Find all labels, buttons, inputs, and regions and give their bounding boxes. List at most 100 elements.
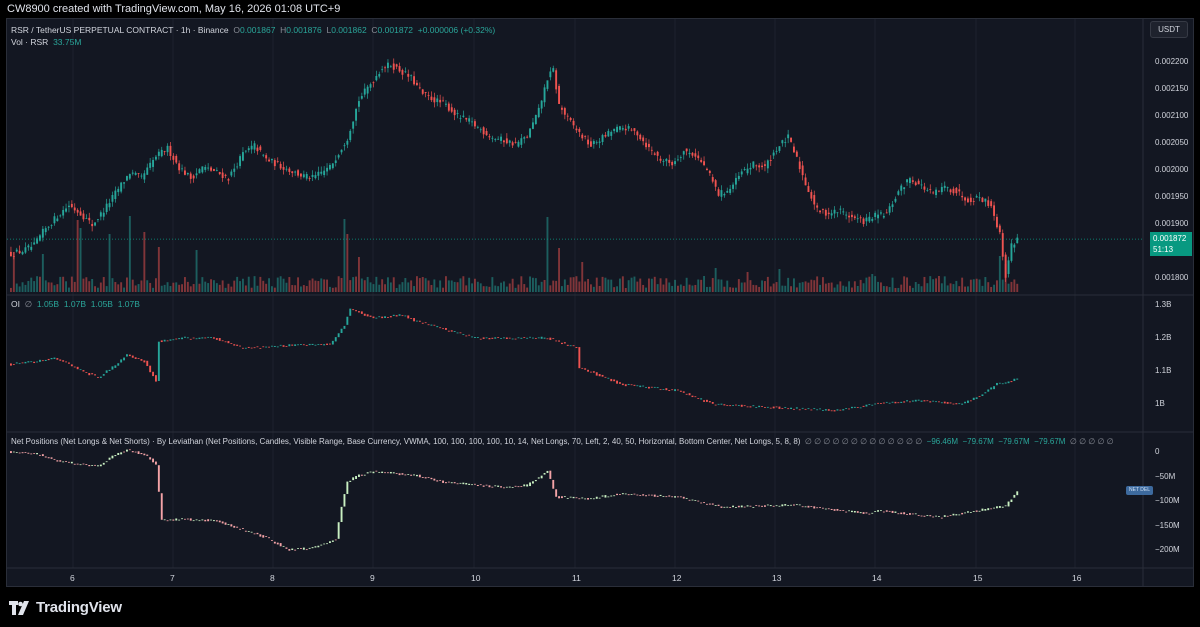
volume-bar [648,278,650,292]
price-candle [265,155,268,159]
net-candle [59,460,62,462]
net-candle [868,513,871,515]
oi-candle [708,401,711,403]
volume-bar [842,285,845,292]
oi-candle [619,382,621,384]
volume-bar [990,286,993,292]
currency-button[interactable]: USDT [1150,21,1188,38]
oi-candle [853,406,856,408]
net-candle [308,547,311,549]
net-candle [590,498,592,500]
net-tick-label: −100M [1155,496,1180,505]
volume-bar [62,276,65,292]
oi-candle [140,359,143,361]
net-candle [543,473,546,475]
price-candle [801,165,804,176]
price-tick-label: 0.002100 [1155,111,1189,120]
net-candle [279,543,282,547]
net-candle [810,506,813,507]
price-candle [552,68,555,72]
volume-bar [604,277,607,292]
net-candle [128,449,131,451]
price-candle [633,128,636,131]
oi-candle [616,380,618,384]
oi-legend[interactable]: OI ∅ 1.05B 1.07B 1.05B 1.07B [11,299,140,310]
oi-candle [360,311,363,314]
price-candle [494,139,497,141]
oi-candle [24,361,27,364]
chart-frame[interactable] [6,18,1194,587]
volume-bar [424,278,427,292]
price-candle [711,177,714,182]
net-candle [184,518,186,520]
symbol-legend[interactable]: RSR / TetherUS PERPETUAL CONTRACT · 1h ·… [11,25,496,35]
high-value: 0.001876 [286,25,322,35]
oi-candle [181,337,183,340]
net-candle [44,456,47,458]
oi-candle [114,365,117,368]
net-candle [961,512,964,515]
oi-candle [268,346,270,348]
net-candle [242,528,244,529]
oi-candle [297,344,299,346]
oi-candle [624,384,627,387]
oi-candle [500,338,502,339]
price-candle [114,190,117,200]
net-candle [389,471,392,474]
volume-bar [743,282,746,292]
oi-candle [508,337,511,339]
volume-bar [708,286,711,292]
volume-bar [456,282,459,292]
oi-candle [1013,378,1016,382]
net-positions-title: Net Positions (Net Longs & Net Shorts) ·… [11,437,801,446]
oi-candle [900,401,903,403]
volume-legend[interactable]: Vol · RSR 33.75M [11,37,81,47]
net-candle [33,453,36,455]
oi-candle [149,365,152,373]
price-candle [856,218,859,220]
volume-bar [984,277,987,292]
oi-candle [276,346,279,348]
price-candle [848,215,850,218]
net-candle [36,453,38,455]
oi-candle [862,405,865,407]
volume-bar [88,281,91,292]
price-candle [456,113,459,114]
volume-bar [468,277,471,292]
net-candle [827,508,830,510]
oi-candle [10,363,12,366]
volume-bar [41,254,44,292]
oi-candle [795,407,798,409]
oi-candle [175,338,178,340]
volume-bar [375,276,378,292]
oi-candle [967,400,969,403]
price-candle [291,171,294,174]
price-candle [703,161,705,166]
volume-bar [329,286,331,292]
price-candle [639,134,642,140]
net-positions-legend[interactable]: Net Positions (Net Longs & Net Shorts) ·… [11,437,1114,446]
tradingview-logo[interactable]: TradingView [9,599,122,616]
net-candle [708,503,711,505]
net-candle [636,494,639,496]
oi-candle [975,397,978,399]
price-candle [871,218,874,221]
oi-candle [880,403,882,404]
oi-candle [877,402,879,404]
net-candle [758,505,761,507]
volume-bar [343,219,346,292]
oi-candle [56,358,59,360]
volume-bar [674,279,676,292]
price-candle [758,165,761,168]
oi-candle [917,399,920,401]
oi-candle [595,372,598,376]
net-candle [563,496,566,498]
oi-candle [236,344,239,346]
oi-candle [331,340,334,345]
oi-candle [694,396,697,398]
net-candle [230,524,233,527]
volume-bar [856,285,859,292]
oi-candle [447,330,450,332]
net-candle [714,505,717,506]
